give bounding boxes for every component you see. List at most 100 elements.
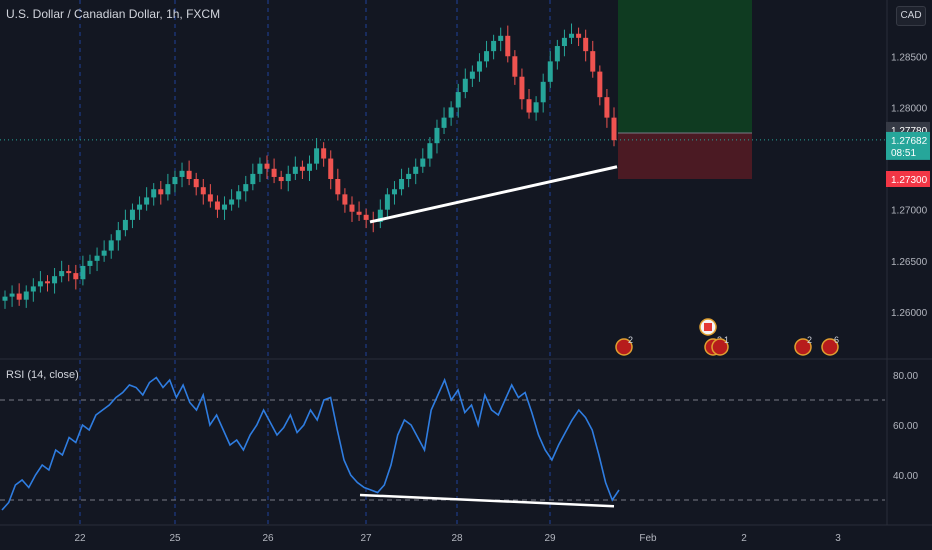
rsi-trendline — [359, 493, 615, 508]
candle-body — [23, 291, 29, 300]
candle-body — [87, 260, 93, 266]
candle-body — [420, 158, 426, 167]
time-tick-label: 25 — [169, 533, 181, 544]
time-tick-label: 28 — [451, 533, 463, 544]
candle-body — [328, 158, 334, 179]
candle-body — [44, 281, 50, 284]
candle-body — [9, 293, 15, 297]
candle-body — [335, 179, 341, 195]
candle-body — [94, 255, 100, 261]
price-badge — [886, 171, 930, 187]
price-trendline — [369, 165, 618, 224]
time-tick-label: 3 — [835, 533, 841, 544]
candle-body — [512, 56, 518, 77]
candle-body — [441, 117, 447, 128]
event-count-label: 2 — [807, 335, 812, 345]
time-tick-label: 27 — [360, 533, 372, 544]
candle-body — [16, 293, 22, 300]
candle-body — [427, 143, 433, 159]
candle-body — [122, 219, 128, 231]
rsi-tick-label: 60.00 — [893, 421, 918, 432]
candle-body — [73, 273, 79, 280]
candle-body — [597, 71, 603, 98]
candle-body — [37, 281, 43, 287]
candle-body — [583, 37, 589, 52]
profit-zone — [618, 0, 752, 133]
candle-body — [80, 265, 86, 280]
candle-body — [30, 286, 36, 292]
candle-body — [406, 173, 412, 179]
candle-body — [66, 271, 72, 274]
candle-body — [257, 163, 263, 174]
flag-leaf-icon — [704, 323, 712, 331]
price-tick-label: 1.28000 — [891, 103, 928, 114]
rsi-tick-label: 40.00 — [893, 471, 918, 482]
candle-body — [476, 61, 482, 72]
candle-body — [469, 71, 475, 79]
currency-button[interactable]: CAD — [896, 6, 926, 26]
candle-body — [413, 166, 419, 174]
rsi-tick-label: 80.00 — [893, 371, 918, 382]
candle-body — [236, 191, 242, 200]
chart-title: U.S. Dollar / Canadian Dollar, 1h, FXCM — [6, 7, 221, 21]
candle-body — [363, 214, 369, 220]
candle-body — [2, 296, 8, 301]
candle-body — [434, 127, 440, 144]
time-tick-label: 2 — [741, 533, 747, 544]
candle-body — [391, 189, 397, 195]
candle-body — [115, 230, 121, 241]
price-badge — [886, 143, 930, 160]
candle-body — [462, 78, 468, 93]
candle-body — [519, 76, 525, 100]
candle-body — [314, 148, 320, 164]
candle-body — [285, 173, 291, 182]
candle-body — [264, 163, 270, 169]
candle-body — [271, 168, 277, 177]
price-tick-label: 1.26000 — [891, 308, 928, 319]
candle-body — [356, 211, 362, 215]
candle-body — [590, 51, 596, 72]
candle-body — [569, 33, 575, 38]
candle-body — [52, 276, 58, 284]
candle-body — [186, 170, 192, 179]
candle-body — [207, 194, 213, 202]
candle-body — [384, 194, 390, 210]
candle-body — [547, 61, 553, 82]
event-count-label: 1 — [724, 335, 729, 345]
candle-body — [526, 99, 532, 113]
price-badge-label: 08:51 — [891, 148, 916, 159]
candle-body — [193, 179, 199, 188]
candle-body — [399, 179, 405, 190]
candle-body — [576, 33, 582, 38]
candle-body — [554, 46, 560, 62]
candle-body — [214, 201, 220, 210]
candle-body — [200, 187, 206, 195]
candle-body — [151, 189, 157, 198]
event-flag-icon — [615, 338, 633, 356]
candle-body — [455, 92, 461, 108]
time-tick-label: 22 — [74, 533, 86, 544]
event-flag-icon — [794, 338, 812, 356]
candle-body — [342, 194, 348, 205]
candle-body — [222, 204, 228, 210]
price-badge-label: 1.27300 — [891, 175, 928, 186]
candle-body — [101, 250, 107, 256]
candle-body — [533, 102, 539, 113]
candles — [2, 23, 617, 309]
candle-body — [349, 204, 355, 212]
candle-body — [129, 209, 135, 220]
candle-body — [137, 204, 143, 210]
loss-zone — [618, 132, 752, 179]
candle-body — [377, 209, 383, 222]
candle-body — [448, 107, 454, 118]
candle-body — [540, 81, 546, 103]
candle-body — [299, 166, 305, 171]
candle-body — [505, 35, 511, 57]
event-flag-icon — [711, 338, 729, 356]
candle-body — [307, 163, 312, 171]
time-tick-label: 26 — [262, 533, 274, 544]
price-tick-label: 1.27000 — [891, 206, 928, 217]
candle-body — [179, 170, 185, 177]
candle-body — [292, 166, 298, 174]
